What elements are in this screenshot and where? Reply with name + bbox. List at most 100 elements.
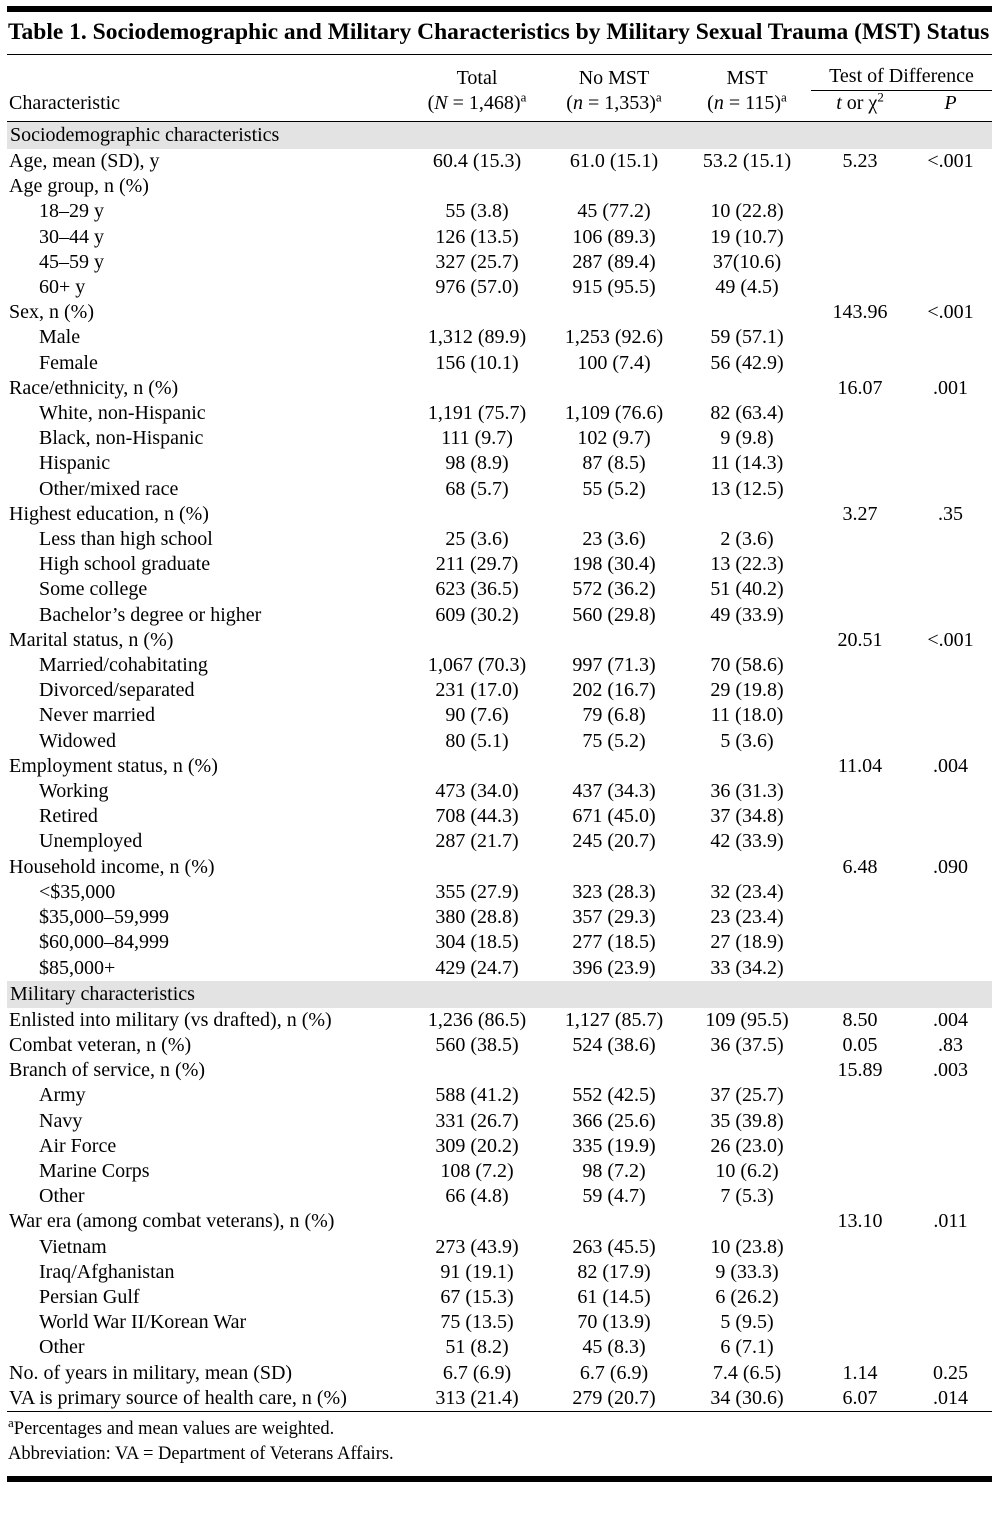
- cell-mst: 70 (58.6): [710, 654, 784, 677]
- section-row: Military characteristics: [7, 980, 993, 1008]
- cell-p: .014: [933, 1386, 968, 1409]
- table-row: Employment status, n (%) 11.04 .004: [7, 754, 992, 779]
- table-row: $85,000+ 429 (24.7) 396 (23.9) 33 (34.2): [7, 956, 992, 981]
- cell-mst: [683, 300, 811, 325]
- count-text: = 1,468): [447, 92, 521, 114]
- table-body: Sociodemographic characteristics Age, mea…: [7, 121, 993, 1411]
- cell-mst: [683, 376, 811, 401]
- table-row: Working 473 (34.0) 437 (34.3) 36 (31.3): [7, 779, 992, 804]
- col-mst-count: (n = 115)a: [683, 90, 811, 122]
- table-row: Enlisted into military (vs drafted), n (…: [7, 1008, 992, 1033]
- row-label: Iraq/Afghanistan: [39, 1260, 175, 1283]
- row-label: World War II/Korean War: [39, 1311, 247, 1334]
- table-row: $35,000–59,999 380 (28.8) 357 (29.3) 23 (23…: [7, 905, 992, 930]
- cell-p: [909, 1310, 992, 1335]
- cell-stat: [811, 678, 909, 703]
- cell-no-mst: 59 (4.7): [582, 1185, 646, 1208]
- table-row: Navy 331 (26.7) 366 (25.6) 35 (39.8): [7, 1109, 992, 1134]
- chi-symbol: χ: [868, 92, 878, 114]
- paren: (: [427, 92, 435, 114]
- cell-stat: [811, 351, 909, 376]
- cell-total: [409, 1058, 545, 1083]
- cell-mst: 34 (30.6): [710, 1386, 784, 1409]
- paren: (: [566, 92, 573, 114]
- cell-no-mst: 245 (20.7): [572, 830, 656, 853]
- row-label: Female: [39, 351, 98, 374]
- cell-no-mst: 552 (42.5): [572, 1084, 656, 1107]
- cell-p: [909, 577, 992, 602]
- cell-no-mst: 279 (20.7): [572, 1386, 656, 1409]
- row-label: Age, mean (SD), y: [9, 150, 160, 172]
- footnote-marker: a: [655, 89, 662, 105]
- cell-p: [909, 275, 992, 300]
- cell-mst: 32 (23.4): [710, 880, 784, 903]
- cell-stat: [811, 426, 909, 451]
- cell-total: 327 (25.7): [435, 250, 519, 273]
- row-label: Sex, n (%): [9, 301, 94, 324]
- header-group-row: Total No MST MST Test of Difference: [7, 55, 993, 91]
- cell-p: [909, 250, 992, 275]
- cell-stat: 1.14: [842, 1361, 878, 1384]
- cell-mst: 11 (14.3): [710, 452, 784, 475]
- cell-p: [909, 1260, 992, 1285]
- col-no-mst-count: (n = 1,353)a: [545, 89, 683, 122]
- cell-no-mst: 61 (14.5): [577, 1285, 651, 1308]
- table-row: Age group, n (%): [7, 174, 992, 199]
- row-label: Air Force: [39, 1134, 117, 1157]
- cell-no-mst: 87 (8.5): [582, 452, 646, 475]
- cell-stat: [811, 1335, 909, 1360]
- table-row: Hispanic 98 (8.9) 87 (8.5) 11 (14.3): [7, 451, 992, 476]
- cell-total: 1,191 (75.7): [427, 402, 527, 425]
- cell-no-mst: 106 (89.3): [572, 225, 656, 248]
- cell-mst: 36 (31.3): [710, 780, 784, 803]
- cell-stat: [811, 401, 909, 426]
- table-title: Table 1. Sociodemographic and Military C…: [7, 12, 992, 55]
- row-label: Race/ethnicity, n (%): [9, 376, 179, 399]
- cell-mst: [683, 754, 811, 779]
- footnotes: aPercentages and mean values are weighte…: [7, 1410, 992, 1474]
- cell-p: [909, 199, 992, 224]
- cell-total: 429 (24.7): [435, 956, 519, 979]
- cell-p: [909, 451, 992, 476]
- row-label: Enlisted into military (vs drafted), n (…: [9, 1008, 332, 1031]
- cell-no-mst: 396 (23.9): [572, 956, 656, 979]
- cell-stat: 143.96: [832, 301, 888, 324]
- cell-mst: 56 (42.9): [710, 351, 784, 374]
- cell-no-mst: 100 (7.4): [577, 351, 651, 374]
- col-total-title: Total: [456, 66, 498, 89]
- cell-no-mst: 82 (17.9): [577, 1260, 651, 1283]
- row-label: <$35,000: [39, 880, 116, 903]
- row-label: Navy: [39, 1109, 83, 1132]
- cell-stat: 15.89: [837, 1059, 883, 1082]
- cell-p: <.001: [927, 150, 974, 172]
- cell-mst: 37(10.6): [712, 250, 782, 273]
- cell-p: [909, 804, 992, 829]
- cell-stat: [811, 804, 909, 829]
- row-label: Retired: [39, 805, 98, 828]
- cell-no-mst: 55 (5.2): [582, 477, 646, 500]
- cell-p: [909, 351, 992, 376]
- cell-no-mst: [545, 1058, 683, 1083]
- cell-mst: 29 (19.8): [710, 679, 784, 702]
- cell-mst: 13 (12.5): [710, 477, 784, 500]
- cell-mst: 35 (39.8): [710, 1109, 784, 1132]
- table-row: War era (among combat veterans), n (%) 13…: [7, 1209, 992, 1234]
- cell-p: [909, 477, 992, 502]
- cell-total: 560 (38.5): [435, 1033, 519, 1056]
- row-label: Persian Gulf: [39, 1285, 140, 1308]
- cell-mst: 6 (7.1): [720, 1336, 774, 1359]
- table-row: Black, non-Hispanic 111 (9.7) 102 (9.7) 9 (…: [7, 426, 992, 451]
- cell-p: <.001: [927, 628, 974, 651]
- top-border: [7, 6, 992, 12]
- cell-stat: 20.51: [837, 628, 883, 651]
- table-row: Other 51 (8.2) 45 (8.3) 6 (7.1): [7, 1335, 992, 1360]
- table-row: 60+ y 976 (57.0) 915 (95.5) 49 (4.5): [7, 275, 992, 300]
- table-row: Combat veteran, n (%) 560 (38.5) 524 (38.6…: [7, 1033, 992, 1058]
- cell-total: 355 (27.9): [435, 880, 519, 903]
- cell-stat: 6.07: [842, 1386, 878, 1409]
- cell-p: [909, 552, 992, 577]
- row-label: $85,000+: [39, 956, 116, 979]
- cell-no-mst: [545, 855, 683, 880]
- cell-p: [909, 703, 992, 728]
- table-header: Total No MST MST Test of Difference Char…: [7, 55, 993, 122]
